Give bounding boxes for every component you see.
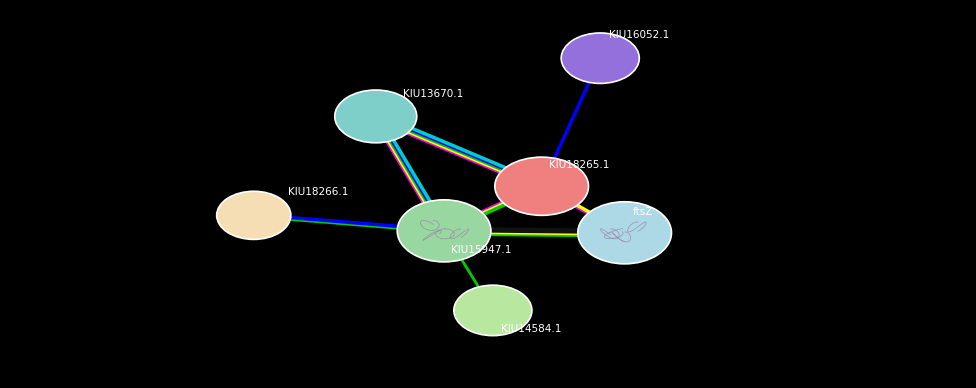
Text: ftsZ: ftsZ [632, 207, 653, 217]
Text: KIU15947.1: KIU15947.1 [451, 245, 511, 255]
Text: KIU13670.1: KIU13670.1 [403, 89, 464, 99]
Ellipse shape [454, 285, 532, 336]
Ellipse shape [397, 200, 491, 262]
Ellipse shape [578, 202, 671, 264]
Ellipse shape [217, 191, 291, 239]
Text: KIU18266.1: KIU18266.1 [288, 187, 348, 197]
Text: KIU16052.1: KIU16052.1 [609, 30, 670, 40]
Text: KIU18265.1: KIU18265.1 [549, 160, 609, 170]
Text: KIU14584.1: KIU14584.1 [501, 324, 561, 334]
Ellipse shape [561, 33, 639, 83]
Ellipse shape [335, 90, 417, 143]
Ellipse shape [495, 157, 589, 215]
